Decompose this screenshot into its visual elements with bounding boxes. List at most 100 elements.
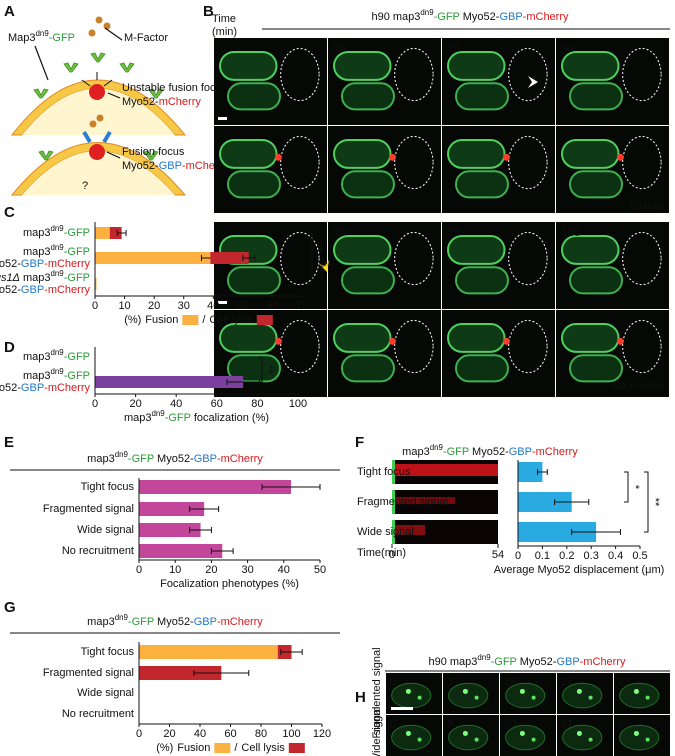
micrograph <box>500 715 556 756</box>
time-label: 0 <box>220 43 226 55</box>
cell-outline <box>394 47 434 102</box>
text-run: -GFP <box>128 453 154 465</box>
signal <box>531 695 536 700</box>
category-label: fus1Δ map3dn9-GFP <box>0 269 90 284</box>
text-run: Fusion focus <box>122 146 185 158</box>
cell <box>562 724 603 751</box>
signal <box>531 737 536 742</box>
tick-label: 50 <box>237 300 249 312</box>
signal <box>645 695 650 700</box>
category-label: Wide signal <box>77 687 134 699</box>
text-run: GBP <box>159 160 182 172</box>
micrograph-bg <box>442 126 555 213</box>
text-run: -GFP <box>443 446 469 458</box>
cell <box>333 235 392 265</box>
text-run: mCherry <box>159 96 202 108</box>
micrograph <box>214 222 327 309</box>
time-label: 30 <box>504 718 516 730</box>
time-label: 0 <box>220 227 226 239</box>
panel-letter: C <box>4 204 15 221</box>
text-run: map3 <box>402 446 430 458</box>
row-label: Fragmented signal <box>371 647 383 738</box>
category-label: map3dn9-GFP <box>23 243 90 258</box>
cell-outline <box>508 135 548 190</box>
category-label: Tight focus <box>81 481 135 493</box>
category-label: Tight focus <box>357 466 411 478</box>
signal <box>576 688 582 694</box>
kymo-signal <box>395 497 455 504</box>
tick-label: 70 <box>296 300 308 312</box>
chart-title: map3dn9-GFP Myo52-GBP-mCherry <box>87 450 263 465</box>
arrowhead <box>528 76 538 88</box>
cell <box>505 682 546 709</box>
time-label: 0 <box>390 718 396 730</box>
bar <box>139 544 223 558</box>
text-run: dn9 <box>420 8 434 17</box>
tick-label: 80 <box>251 398 263 410</box>
focus <box>274 153 282 161</box>
text-run: Myo52- <box>154 616 194 628</box>
text-run: -mCherry <box>44 258 90 270</box>
text-run: h90 map3 <box>371 11 420 23</box>
bar <box>139 480 292 494</box>
axis-label: map3dn9-GFP focalization (%) <box>124 409 269 424</box>
signal <box>474 695 479 700</box>
text-run: map3 <box>23 227 51 239</box>
micrograph <box>500 673 556 714</box>
cell-outline <box>622 135 662 190</box>
text-run: fus1Δ <box>0 272 20 284</box>
text-run: map3 <box>23 246 51 258</box>
time-label: 25 <box>334 227 346 239</box>
signal <box>645 737 650 742</box>
category-label: No recruitment <box>62 708 134 720</box>
category-label: Fragmented signal <box>43 667 134 679</box>
cell <box>391 724 432 751</box>
significance-bracket <box>258 356 263 383</box>
category-label: Tight focus <box>81 646 135 658</box>
cell <box>561 235 620 265</box>
bar <box>95 278 97 290</box>
signal <box>588 695 593 700</box>
cell <box>219 323 278 353</box>
signal <box>462 688 468 694</box>
error-bar <box>189 506 220 512</box>
micrograph <box>214 38 327 125</box>
time-label: 3 <box>447 676 453 688</box>
time-label: 60 <box>618 718 630 730</box>
kymo-signal <box>395 525 425 535</box>
text-run: -GFP <box>49 32 75 44</box>
signal <box>474 737 479 742</box>
arrowhead <box>319 260 329 272</box>
cell-outline <box>280 231 320 286</box>
significance-bracket <box>624 471 629 503</box>
legend-label: Cell lysis <box>241 742 285 754</box>
text-run: GBP <box>21 382 44 394</box>
micrograph-bg <box>328 310 441 397</box>
cell-outline <box>280 319 320 374</box>
category-label: map3dn9-GFP <box>23 224 90 239</box>
text-run: ? <box>82 180 88 192</box>
bar <box>139 523 201 537</box>
micrograph <box>328 126 441 213</box>
error-bar <box>242 255 256 261</box>
bar <box>95 252 211 264</box>
text-run: GBP <box>194 616 217 628</box>
text-run: Unstable fusion focus <box>122 82 228 94</box>
cell-outline <box>280 47 320 102</box>
text-run: dn9 <box>115 450 129 459</box>
cell <box>619 682 660 709</box>
tick-label: 40 <box>207 300 219 312</box>
category-label: Myo52-GBP-mCherry <box>0 258 90 270</box>
text-run: -GFP <box>434 11 460 23</box>
kymograph-edge <box>392 520 395 544</box>
cell <box>333 139 392 169</box>
text-run: map3 <box>23 370 51 382</box>
text-run: map3 <box>23 351 51 363</box>
error-bar <box>571 529 621 535</box>
category-label: Fragmented signal <box>357 496 448 508</box>
bar <box>139 502 205 516</box>
cell <box>561 323 620 353</box>
axis-label: Time <box>212 13 236 25</box>
tick-label: 0.5 <box>632 550 647 562</box>
